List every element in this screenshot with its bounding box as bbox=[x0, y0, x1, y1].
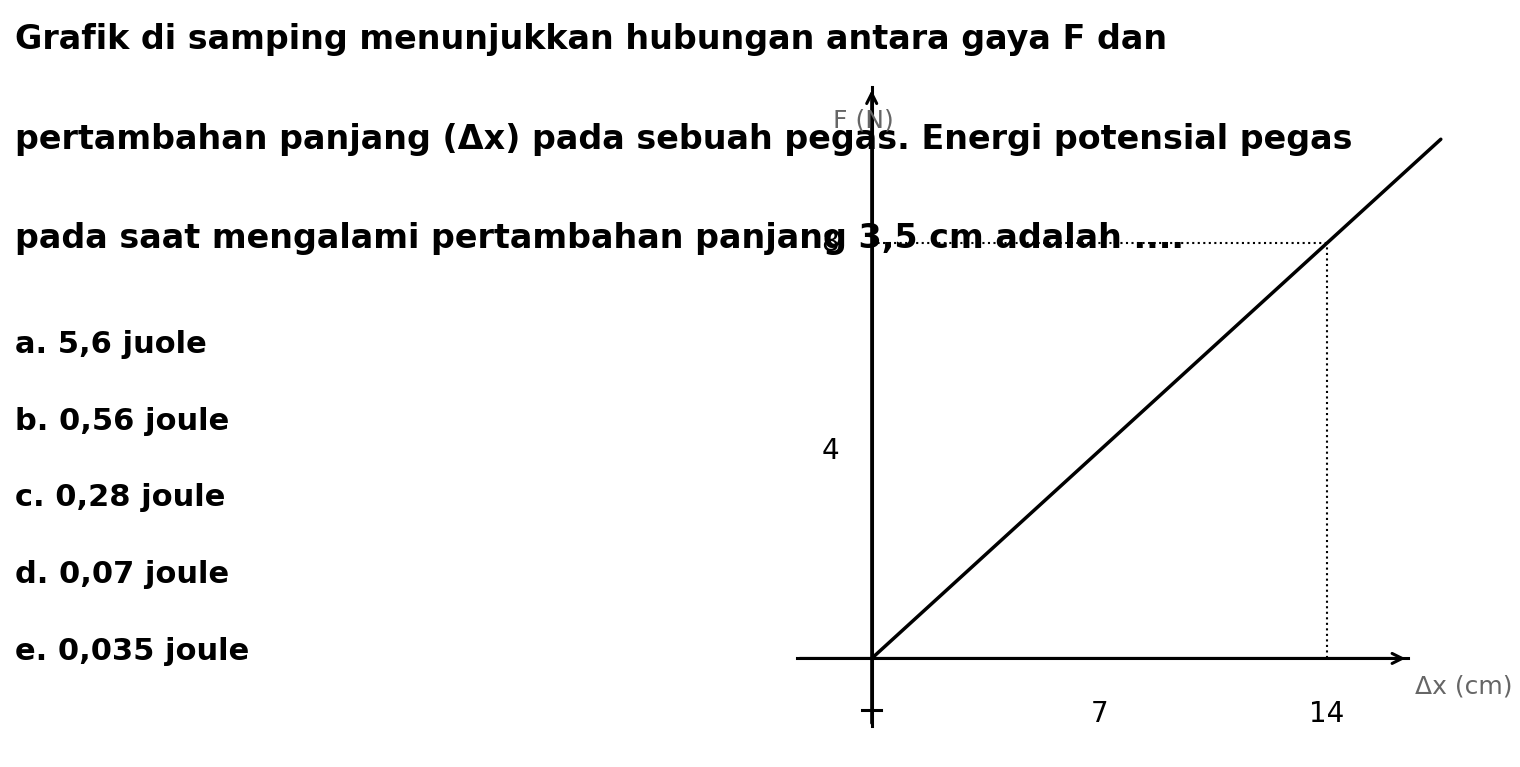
Text: Δx (cm): Δx (cm) bbox=[1415, 675, 1512, 699]
Text: 7: 7 bbox=[1090, 700, 1108, 728]
Text: b. 0,56 joule: b. 0,56 joule bbox=[15, 407, 230, 436]
Text: Grafik di samping menunjukkan hubungan antara gaya F dan: Grafik di samping menunjukkan hubungan a… bbox=[15, 23, 1167, 56]
Text: e. 0,035 joule: e. 0,035 joule bbox=[15, 637, 249, 666]
Text: F (N): F (N) bbox=[833, 108, 894, 132]
Text: pertambahan panjang (Δx) pada sebuah pegas. Energi potensial pegas: pertambahan panjang (Δx) pada sebuah peg… bbox=[15, 123, 1353, 156]
Text: 14: 14 bbox=[1309, 700, 1345, 728]
Text: pada saat mengalami pertambahan panjang 3,5 cm adalah ....: pada saat mengalami pertambahan panjang … bbox=[15, 222, 1184, 255]
Text: d. 0,07 joule: d. 0,07 joule bbox=[15, 560, 230, 589]
Text: a. 5,6 juole: a. 5,6 juole bbox=[15, 330, 207, 359]
Text: c. 0,28 joule: c. 0,28 joule bbox=[15, 483, 225, 512]
Text: 8: 8 bbox=[821, 229, 839, 257]
Text: 4: 4 bbox=[821, 436, 839, 465]
